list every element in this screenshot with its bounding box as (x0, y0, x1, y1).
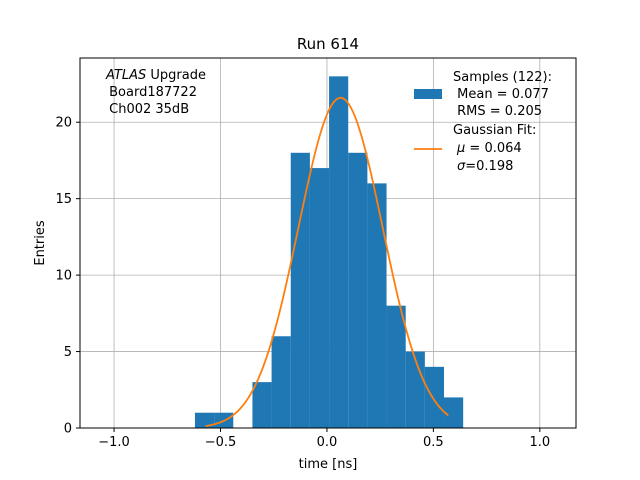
histogram-bar (386, 305, 406, 428)
legend: Samples (122): Mean = 0.077 RMS = 0.205 … (414, 70, 552, 174)
histogram-bar (367, 183, 387, 428)
legend-fit-mu-value: = 0.064 (465, 141, 521, 156)
histogram-bar (405, 351, 425, 428)
upgrade-label: Upgrade (146, 68, 206, 83)
y-tick-label: 15 (55, 192, 72, 207)
x-tick-label: 0.5 (423, 435, 444, 450)
x-tick-label: 0.0 (317, 435, 338, 450)
annotation-board: Board187722 (105, 85, 197, 100)
histogram-bar (271, 336, 291, 428)
gaussian-fit-curve (205, 96, 449, 427)
axes-frame (79, 57, 577, 429)
x-tick-label: −1.0 (98, 435, 130, 450)
atlas-annotation: ATLAS Upgrade Board187722 Ch002 35dB (105, 68, 206, 117)
histogram-bar (329, 76, 349, 428)
legend-hist-mean: Mean = 0.077 (453, 87, 549, 102)
annotation-line-1: ATLAS Upgrade (105, 68, 206, 83)
x-tick-label: −0.5 (205, 435, 237, 450)
annotation-channel: Ch002 35dB (105, 102, 189, 117)
legend-hist-title: Samples (122): (453, 70, 552, 85)
legend-hist-swatch (414, 89, 442, 99)
atlas-label: ATLAS (105, 68, 146, 83)
y-tick-label: 0 (64, 422, 72, 437)
histogram-bar (348, 152, 368, 428)
chart-title: Run 614 (297, 35, 359, 53)
y-axis-label: Entries (33, 220, 48, 266)
histogram-bar (424, 366, 445, 428)
legend-hist-rms: RMS = 0.205 (453, 104, 542, 119)
y-tick-label: 10 (55, 269, 72, 284)
histogram-bar (444, 397, 464, 428)
legend-fit-sigma-value: =0.198 (465, 159, 513, 174)
sigma-symbol: σ (457, 159, 466, 174)
x-tick-label: 1.0 (529, 435, 550, 450)
histogram-bar (290, 152, 310, 428)
legend-fit-mu: μ = 0.064 (456, 141, 522, 156)
histogram-bar (252, 382, 272, 428)
mu-symbol: μ (456, 141, 465, 156)
legend-fit-sigma: σ=0.198 (457, 159, 513, 174)
x-axis-label: time [ns] (299, 457, 358, 472)
axis-ticks: −1.0 −0.5 0.0 0.5 1.0 0 5 10 15 20 (55, 116, 550, 450)
y-tick-label: 5 (64, 345, 72, 360)
histogram-bars (194, 76, 464, 428)
histogram-bar (194, 412, 215, 428)
legend-fit-title: Gaussian Fit: (453, 123, 536, 138)
histogram-bar (309, 168, 330, 428)
gaussian-fit-line (205, 96, 449, 427)
y-tick-label: 20 (55, 116, 72, 131)
